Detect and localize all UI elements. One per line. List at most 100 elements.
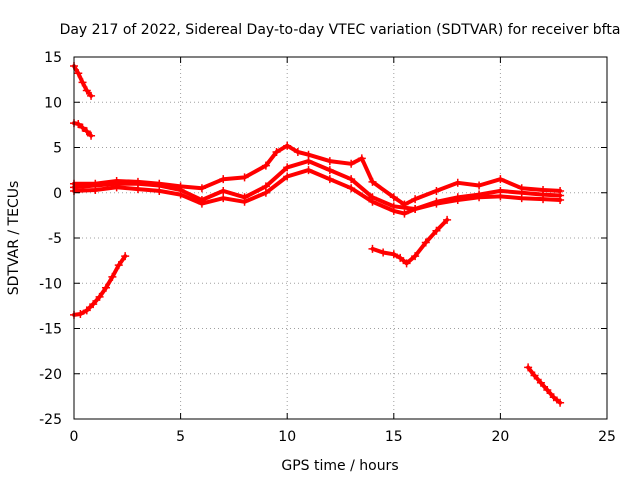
y-axis: -25 -20 -15 -10 -5 0 5 10 15 — [39, 50, 607, 428]
x-axis-label: GPS time / hours — [281, 458, 398, 474]
x-tick-label: 5 — [176, 429, 185, 445]
data-point — [368, 177, 377, 186]
y-tick-label: 15 — [44, 50, 62, 66]
series-band-lower — [70, 166, 565, 218]
data-point — [283, 163, 292, 172]
x-tick-label: 15 — [385, 429, 403, 445]
data-point — [556, 195, 565, 204]
data-point — [475, 193, 484, 202]
data-point — [402, 259, 411, 268]
data-point — [432, 199, 441, 208]
data-point — [379, 248, 388, 257]
data-point — [325, 157, 334, 166]
y-tick-label: -25 — [39, 412, 62, 428]
data-point — [261, 161, 270, 170]
series-arc-3 — [70, 252, 130, 319]
y-tick-label: -20 — [39, 367, 62, 383]
data-point — [261, 188, 270, 197]
data-point — [219, 194, 228, 203]
data-point — [443, 215, 452, 224]
data-point — [114, 261, 123, 270]
series-arc-7 — [524, 363, 565, 407]
data-point — [87, 91, 96, 100]
x-tick-label: 20 — [491, 429, 509, 445]
data-point — [95, 292, 104, 301]
grid — [74, 57, 607, 419]
data-point — [155, 186, 164, 195]
data-point — [82, 127, 91, 136]
data-point — [78, 78, 87, 87]
y-tick-label: -5 — [48, 231, 62, 247]
data-point — [283, 141, 292, 150]
data-point — [411, 252, 420, 261]
data-point — [101, 283, 110, 292]
data-point — [112, 183, 121, 192]
data-point — [496, 192, 505, 201]
x-axis: 0 5 10 15 20 25 — [70, 57, 616, 445]
data-point — [517, 194, 526, 203]
data-point — [524, 363, 533, 372]
data-point — [240, 197, 249, 206]
y-tick-label: 0 — [53, 186, 62, 202]
y-tick-label: 5 — [53, 141, 62, 157]
data-point — [325, 175, 334, 184]
series-band-middle — [70, 157, 565, 214]
data-point — [496, 175, 505, 184]
data-point — [556, 398, 565, 407]
data-point — [389, 250, 398, 259]
data-point — [91, 186, 100, 195]
data-point — [82, 86, 91, 95]
y-axis-label: SDTVAR / TECUs — [6, 181, 22, 296]
data-point — [453, 195, 462, 204]
data-point — [347, 184, 356, 193]
data-point — [240, 173, 249, 182]
data-point — [389, 193, 398, 202]
x-tick-label: 10 — [278, 429, 296, 445]
data-point — [421, 238, 430, 247]
data-point — [325, 166, 334, 175]
data-point — [539, 195, 548, 204]
data-point — [283, 172, 292, 181]
y-tick-label: 10 — [44, 95, 62, 111]
data-point — [530, 371, 539, 380]
data-point — [82, 306, 91, 315]
data-point — [400, 209, 409, 218]
data-point — [108, 272, 117, 281]
series-trace — [370, 217, 450, 266]
data-point — [389, 206, 398, 215]
data-point — [453, 178, 462, 187]
data-point — [357, 154, 366, 163]
data-point — [76, 310, 85, 319]
data-point — [536, 378, 545, 387]
data-point — [543, 386, 552, 395]
data-point — [272, 148, 281, 157]
data-point — [347, 175, 356, 184]
series-arc-6 — [368, 215, 452, 268]
data-point — [549, 393, 558, 402]
data-point — [89, 300, 98, 309]
series-trace — [526, 365, 563, 405]
data-point — [78, 123, 87, 132]
data-point — [197, 199, 206, 208]
x-tick-label: 0 — [70, 429, 79, 445]
data-point — [304, 157, 313, 166]
data-point — [411, 195, 420, 204]
series-arc-2 — [70, 119, 96, 140]
data-point — [121, 252, 130, 261]
chart-title: Day 217 of 2022, Sidereal Day-to-day VTE… — [60, 22, 621, 38]
data-point — [368, 244, 377, 253]
y-tick-label: -15 — [39, 322, 62, 338]
data-point — [304, 166, 313, 175]
data-point — [411, 205, 420, 214]
series-trace — [72, 143, 563, 207]
data-point — [396, 253, 405, 262]
data-point — [347, 159, 356, 168]
data-point — [293, 148, 302, 157]
data-point — [219, 175, 228, 184]
plot-frame — [73, 56, 608, 420]
data-point — [475, 181, 484, 190]
data-point — [74, 119, 83, 128]
series-layer — [70, 62, 565, 407]
data-point — [368, 197, 377, 206]
